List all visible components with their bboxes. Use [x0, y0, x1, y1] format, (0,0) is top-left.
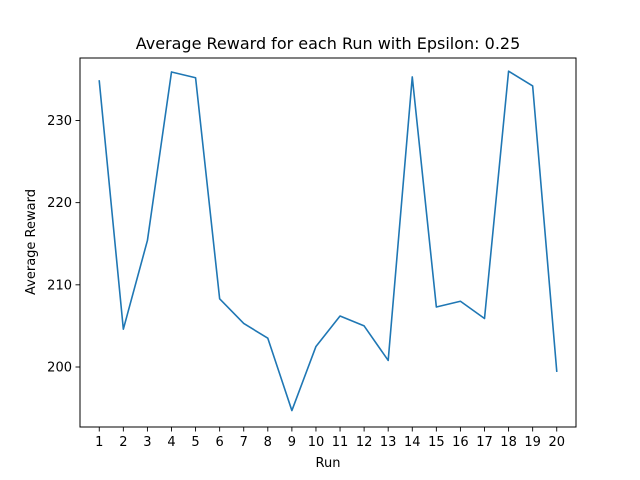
x-tick-label: 3	[143, 435, 151, 450]
x-tick-label: 4	[167, 435, 175, 450]
x-tick-label: 12	[356, 435, 373, 450]
x-tick-label: 14	[404, 435, 421, 450]
x-tick-label: 17	[476, 435, 493, 450]
x-tick-label: 2	[119, 435, 127, 450]
x-tick-label: 1	[95, 435, 103, 450]
x-tick-label: 13	[380, 435, 397, 450]
y-tick-label: 230	[47, 114, 72, 129]
y-tick-label: 200	[47, 361, 72, 376]
x-axis-label: Run	[316, 456, 341, 471]
x-tick-label: 20	[548, 435, 565, 450]
x-tick-label: 15	[428, 435, 445, 450]
axes-frame	[79, 57, 577, 428]
x-tick-label: 10	[308, 435, 325, 450]
x-tick-label: 11	[332, 435, 349, 450]
chart-title: Average Reward for each Run with Epsilon…	[136, 34, 521, 53]
x-tick-label: 9	[288, 435, 296, 450]
x-tick-label: 5	[191, 435, 199, 450]
x-tick-label: 7	[240, 435, 248, 450]
x-tick-label: 8	[264, 435, 272, 450]
x-tick-label: 16	[452, 435, 469, 450]
y-tick-label: 210	[47, 278, 72, 293]
series-line-1	[98, 70, 558, 412]
y-tick-label: 220	[47, 196, 72, 211]
x-tick-label: 6	[216, 435, 224, 450]
plot-area: 1 2 3 4 5 6 7 8 9 10 11 12 13 14 15 16 17 18 19 20200210220…	[47, 57, 577, 450]
x-tick-label: 18	[500, 435, 517, 450]
x-tick-label: 19	[524, 435, 541, 450]
y-axis-label: Average Reward	[24, 189, 39, 295]
